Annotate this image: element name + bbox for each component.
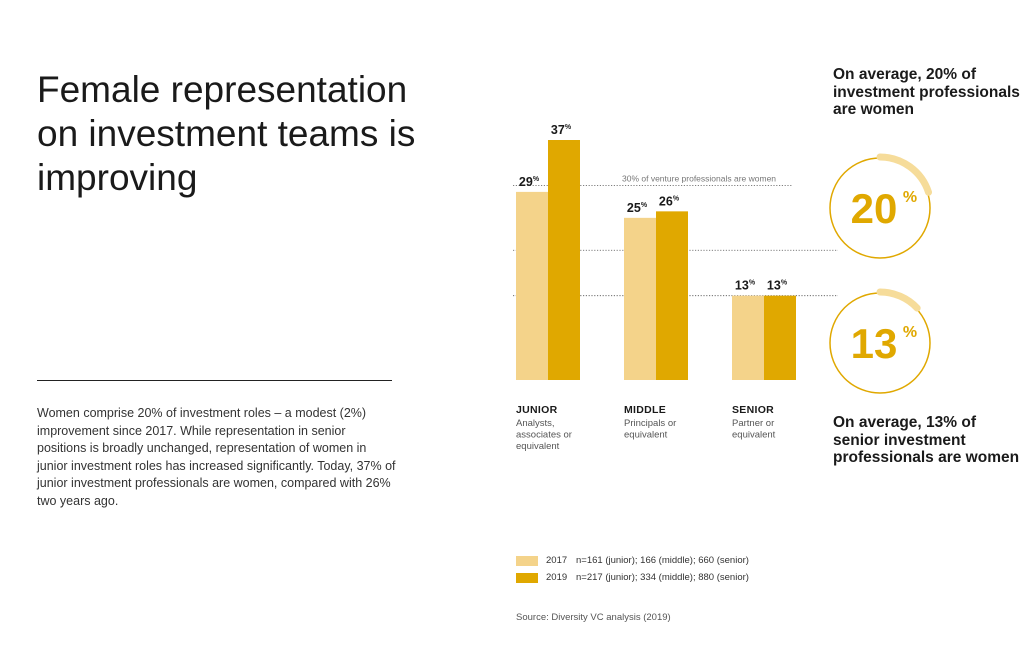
category-label: SENIOR [732, 404, 774, 416]
divider [37, 380, 392, 381]
data-label: 13% [735, 279, 756, 293]
reference-line-label: 30% of venture professionals are women [622, 173, 776, 183]
legend: 2017 n=161 (junior); 166 (middle); 660 (… [516, 552, 749, 586]
legend-item-2019: 2019 n=217 (junior); 334 (middle); 880 (… [516, 569, 749, 586]
data-label: 29% [519, 175, 540, 189]
bar-senior-2019 [764, 295, 796, 380]
data-label: 25% [627, 201, 648, 215]
highlight-arc [876, 288, 921, 312]
bar-junior-2017 [516, 191, 548, 380]
highlight-value: 20 [851, 185, 898, 232]
highlight-value: 13 [851, 320, 898, 367]
category-sublabel: equivalent [516, 441, 560, 452]
callout-senior: On average, 13% of senior investment pro… [833, 414, 1020, 466]
legend-swatch-2017 [516, 555, 538, 566]
highlight-suffix: % [903, 189, 917, 206]
data-label: 26% [659, 194, 680, 208]
category-label: JUNIOR [516, 404, 558, 416]
legend-swatch-2019 [516, 572, 538, 583]
callout-average: On average, 20% of investment profession… [833, 66, 1020, 118]
legend-note-2019: n=217 (junior); 334 (middle); 880 (senio… [576, 572, 749, 583]
category-label: MIDDLE [624, 404, 666, 416]
legend-label-2017: 2017 [546, 555, 568, 566]
category-sublabel: equivalent [624, 430, 668, 441]
legend-item-2017: 2017 n=161 (junior); 166 (middle); 660 (… [516, 552, 749, 569]
highlight-arc [876, 153, 933, 196]
bar-middle-2019 [656, 211, 688, 380]
category-sublabel: associates or [516, 430, 572, 441]
category-sublabel: equivalent [732, 430, 776, 441]
source-note: Source: Diversity VC analysis (2019) [516, 612, 671, 623]
page-title: Female representation on investment team… [37, 69, 416, 198]
highlight-suffix: % [903, 324, 917, 341]
legend-label-2019: 2019 [546, 572, 568, 583]
data-label: 13% [767, 279, 788, 293]
data-label: 37% [551, 123, 572, 137]
legend-note-2017: n=161 (junior); 166 (middle); 660 (senio… [576, 555, 749, 566]
category-sublabel: Partner or [732, 418, 774, 429]
bar-middle-2017 [624, 217, 656, 380]
category-sublabel: Principals or [624, 418, 676, 429]
bar-junior-2019 [548, 140, 580, 380]
bar-senior-2017 [732, 295, 764, 380]
category-sublabel: Analysts, [516, 418, 555, 429]
body-paragraph: Women comprise 20% of investment roles –… [37, 406, 396, 508]
